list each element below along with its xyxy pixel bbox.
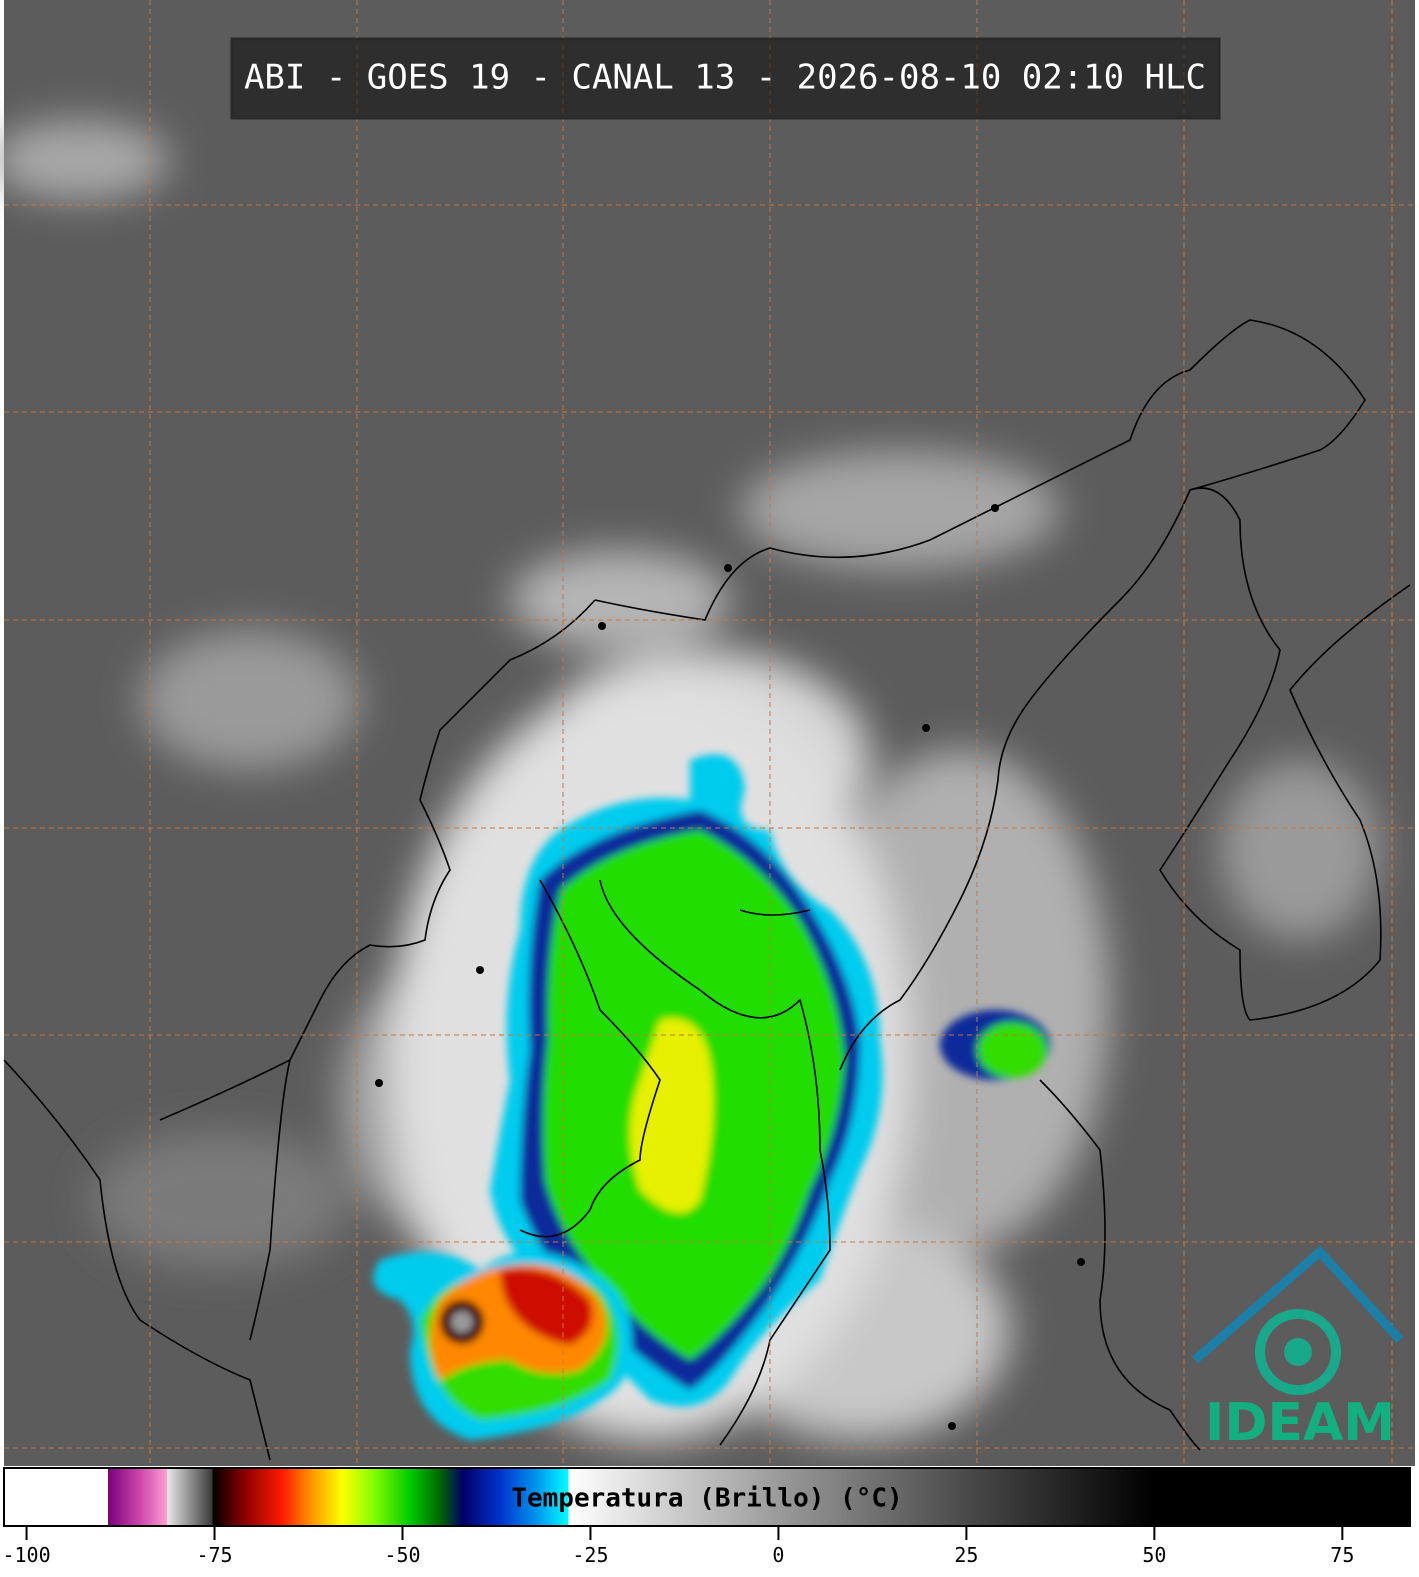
logo: IDEAM [1192, 1245, 1404, 1453]
borders [3, 319, 1411, 1461]
tick-label: -75 [196, 1543, 232, 1567]
title: ABI - GOES 19 - CANAL 13 - 2026-08-10 02… [244, 58, 1206, 98]
tick-label: -100 [2, 1543, 50, 1567]
colorbar-label: Temperatura (Brillo) (°C) [511, 1484, 902, 1514]
tick-label: -25 [572, 1543, 608, 1567]
graticule [4, 0, 1415, 1466]
tick-label: 50 [1142, 1543, 1166, 1567]
city-markers [375, 504, 1085, 1430]
tick-label: -50 [384, 1543, 420, 1567]
tick-label: 75 [1330, 1543, 1354, 1567]
tick-label: 0 [772, 1543, 784, 1567]
tick-label: 25 [954, 1543, 978, 1567]
colorbar [3, 1467, 1411, 1527]
title-box [230, 37, 1221, 120]
satellite-map: ABI - GOES 19 - CANAL 13 - 2026-08-10 02… [0, 0, 1415, 1466]
logo-text: IDEAM [1205, 1393, 1395, 1453]
